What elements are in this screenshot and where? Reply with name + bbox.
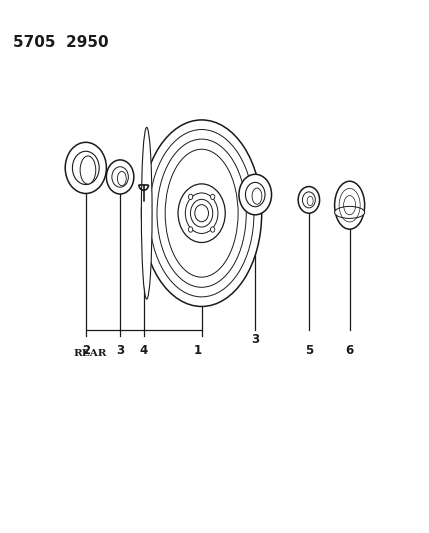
Ellipse shape xyxy=(307,196,313,206)
Ellipse shape xyxy=(239,174,272,215)
Text: 2: 2 xyxy=(82,344,90,357)
Ellipse shape xyxy=(65,142,106,193)
Text: 3: 3 xyxy=(251,333,259,346)
Ellipse shape xyxy=(118,172,126,185)
Text: REAR: REAR xyxy=(73,349,107,358)
Ellipse shape xyxy=(298,187,320,213)
Ellipse shape xyxy=(302,192,315,208)
Ellipse shape xyxy=(245,182,265,207)
Ellipse shape xyxy=(112,167,128,187)
Ellipse shape xyxy=(252,188,262,204)
Ellipse shape xyxy=(141,127,152,299)
Ellipse shape xyxy=(188,227,193,232)
Ellipse shape xyxy=(106,160,134,194)
Ellipse shape xyxy=(73,151,99,184)
Ellipse shape xyxy=(335,181,365,229)
Text: 5: 5 xyxy=(305,344,313,357)
Ellipse shape xyxy=(80,156,96,184)
Text: 3: 3 xyxy=(116,344,124,357)
Ellipse shape xyxy=(142,120,262,306)
Text: 1: 1 xyxy=(193,344,201,357)
Ellipse shape xyxy=(188,194,193,199)
Ellipse shape xyxy=(335,206,365,219)
Ellipse shape xyxy=(211,194,215,199)
Text: 6: 6 xyxy=(345,344,354,357)
Text: 5705  2950: 5705 2950 xyxy=(13,35,109,50)
Text: 4: 4 xyxy=(139,344,148,357)
Ellipse shape xyxy=(211,227,215,232)
Ellipse shape xyxy=(178,184,225,243)
